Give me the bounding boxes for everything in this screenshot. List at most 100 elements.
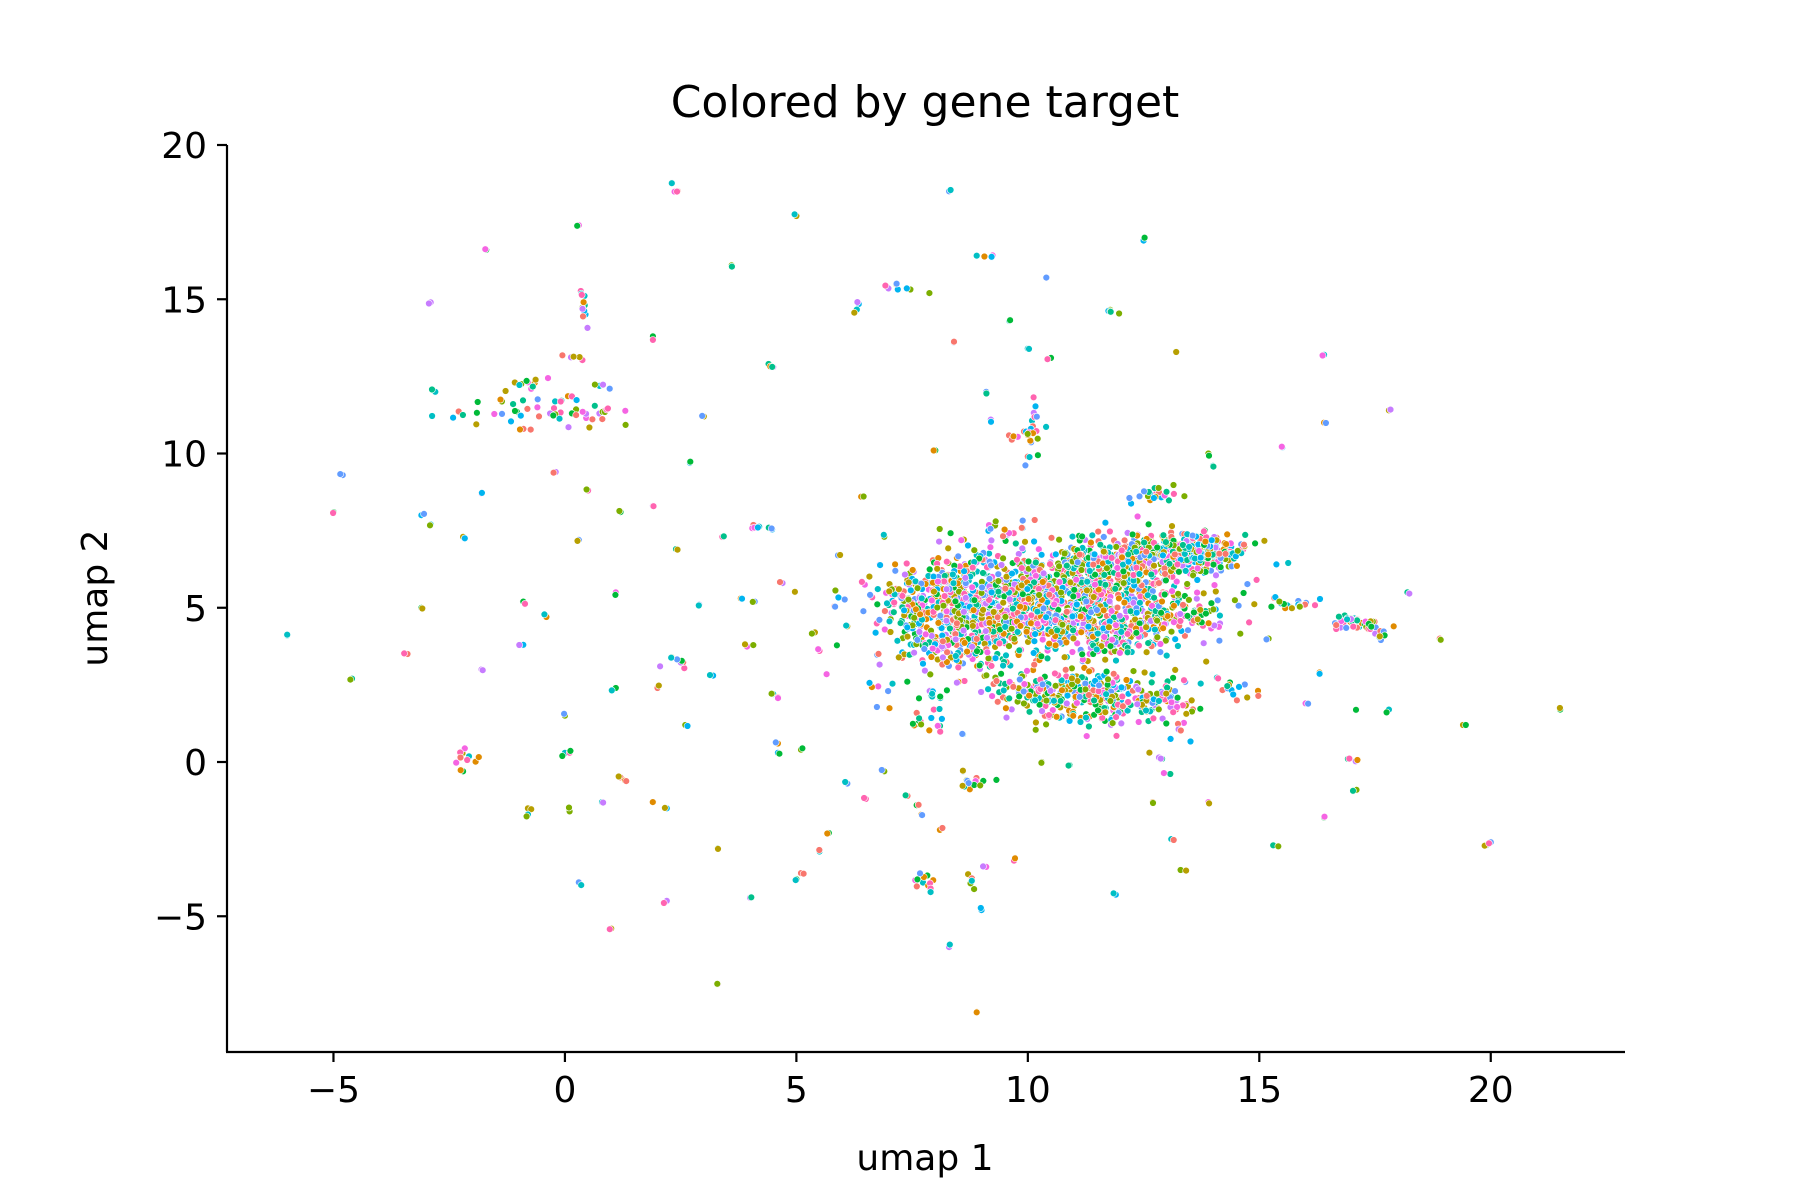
scatter-point bbox=[873, 600, 881, 608]
scatter-point bbox=[891, 567, 899, 575]
scatter-point bbox=[904, 578, 913, 587]
scatter-point bbox=[984, 654, 993, 663]
scatter-point bbox=[1296, 602, 1304, 611]
scatter-point bbox=[1117, 628, 1126, 636]
scatter-point bbox=[1234, 601, 1243, 610]
scatter-point bbox=[428, 385, 436, 394]
scatter-point bbox=[934, 619, 943, 627]
scatter-point bbox=[1144, 639, 1152, 647]
scatter-point bbox=[1023, 430, 1032, 438]
scatter-point bbox=[474, 398, 482, 406]
scatter-point bbox=[1322, 419, 1330, 427]
scatter-point bbox=[1095, 681, 1103, 689]
scatter-point bbox=[1020, 699, 1028, 708]
scatter-point bbox=[336, 470, 344, 478]
scatter-point bbox=[544, 374, 552, 382]
scatter-point bbox=[1046, 560, 1054, 568]
scatter-point bbox=[1183, 612, 1192, 620]
scatter-point bbox=[1043, 654, 1052, 663]
scatter-point bbox=[695, 601, 703, 610]
scatter-point bbox=[1171, 687, 1179, 695]
scatter-point bbox=[1030, 516, 1039, 524]
scatter-point bbox=[987, 418, 995, 426]
scatter-point bbox=[1092, 645, 1101, 654]
scatter-point bbox=[1142, 706, 1150, 715]
scatter-point bbox=[979, 862, 987, 871]
scatter-point bbox=[1193, 564, 1202, 573]
scatter-point bbox=[1105, 623, 1113, 631]
scatter-point bbox=[1033, 607, 1042, 616]
scatter-point bbox=[1015, 646, 1023, 654]
scatter-point bbox=[1177, 726, 1185, 735]
scatter-point bbox=[1140, 487, 1148, 495]
scatter-point bbox=[936, 692, 944, 701]
scatter-point bbox=[1193, 588, 1201, 597]
y-tick-label: 0 bbox=[184, 743, 207, 784]
scatter-point bbox=[919, 659, 927, 668]
scatter-point bbox=[1436, 636, 1445, 644]
scatter-point bbox=[1153, 633, 1162, 641]
scatter-point bbox=[1332, 621, 1340, 629]
scatter-point bbox=[649, 502, 658, 510]
scatter-point bbox=[1485, 839, 1493, 847]
scatter-point bbox=[461, 534, 469, 542]
scatter-point bbox=[902, 559, 911, 568]
scatter-point bbox=[1170, 602, 1178, 610]
scatter-point bbox=[1101, 708, 1110, 716]
scatter-point bbox=[1001, 613, 1010, 621]
scatter-point bbox=[1115, 309, 1123, 318]
scatter-point bbox=[1013, 556, 1021, 564]
scatter-point bbox=[1006, 316, 1014, 324]
scatter-point bbox=[1161, 570, 1169, 578]
scatter-point bbox=[1349, 622, 1358, 631]
scatter-point bbox=[1106, 642, 1115, 650]
scatter-point bbox=[1254, 692, 1263, 700]
scatter-point bbox=[978, 583, 986, 592]
scatter-point bbox=[1078, 650, 1086, 658]
scatter-point bbox=[992, 776, 1001, 784]
scatter-point bbox=[1156, 640, 1165, 648]
scatter-point bbox=[957, 536, 965, 544]
scatter-point bbox=[1210, 581, 1219, 589]
scatter-point bbox=[1151, 625, 1159, 634]
scatter-point bbox=[790, 210, 799, 219]
scatter-point bbox=[1153, 543, 1161, 552]
scatter-point bbox=[875, 660, 884, 669]
scatter-point bbox=[1025, 345, 1033, 353]
scatter-point bbox=[1117, 719, 1126, 728]
scatter-point bbox=[1005, 694, 1013, 703]
scatter-point bbox=[1274, 842, 1283, 850]
scatter-point bbox=[501, 387, 510, 395]
scatter-point bbox=[1144, 591, 1152, 599]
scatter-point bbox=[577, 881, 585, 889]
scatter-point bbox=[714, 845, 722, 853]
scatter-point bbox=[1176, 617, 1185, 625]
scatter-point bbox=[987, 561, 995, 569]
x-axis-label: umap 1 bbox=[856, 1138, 993, 1179]
scatter-point bbox=[1212, 571, 1220, 579]
scatter-point bbox=[572, 396, 581, 404]
scatter-point bbox=[583, 324, 592, 332]
scatter-point bbox=[943, 557, 951, 566]
scatter-point bbox=[683, 722, 692, 730]
scatter-point bbox=[903, 677, 911, 686]
scatter-point bbox=[1174, 642, 1182, 650]
scatter-point bbox=[1167, 627, 1176, 636]
scatter-point bbox=[1462, 721, 1470, 729]
scatter-point bbox=[515, 381, 524, 389]
scatter-point bbox=[1009, 432, 1018, 440]
scatter-point bbox=[622, 777, 630, 785]
scatter-point bbox=[975, 661, 984, 670]
scatter-point bbox=[1008, 569, 1016, 578]
scatter-point bbox=[418, 604, 426, 613]
scatter-point bbox=[1284, 559, 1292, 567]
scatter-point bbox=[1207, 599, 1216, 607]
scatter-point bbox=[1120, 536, 1129, 544]
scatter-point bbox=[1027, 611, 1036, 619]
scatter-point bbox=[1231, 596, 1239, 604]
scatter-point bbox=[1267, 602, 1276, 611]
scatter-point bbox=[1134, 718, 1143, 726]
scatter-point bbox=[1116, 612, 1124, 620]
scatter-point bbox=[833, 641, 841, 649]
y-axis-ticks: −5 0 5 10 15 20 bbox=[154, 126, 227, 938]
